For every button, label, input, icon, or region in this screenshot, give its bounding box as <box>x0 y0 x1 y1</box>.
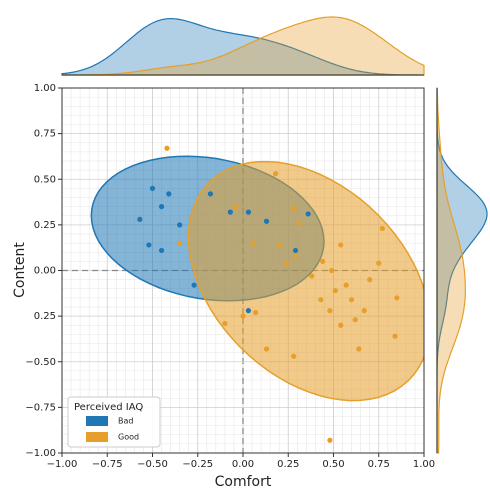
point <box>227 209 233 215</box>
point <box>305 211 311 217</box>
point <box>338 322 344 328</box>
point <box>245 308 252 314</box>
y-tick-label: −0.50 <box>25 357 56 368</box>
point <box>272 171 279 177</box>
legend-label: Good <box>118 433 139 442</box>
point <box>338 242 344 248</box>
point <box>327 437 333 443</box>
point <box>164 145 170 151</box>
ellipses <box>90 155 424 402</box>
point <box>292 253 299 259</box>
point <box>177 222 183 228</box>
point <box>146 242 152 248</box>
point <box>320 258 326 264</box>
x-tick-label: 0.25 <box>277 459 299 470</box>
x-tick-label: −0.25 <box>182 459 213 470</box>
point <box>222 320 228 327</box>
point <box>343 282 349 288</box>
plot-frame <box>61 87 425 454</box>
y-tick-label: 0.25 <box>34 220 56 231</box>
point <box>349 297 355 303</box>
x-tick-label: 0.75 <box>368 459 390 470</box>
y-tick-label: 0.00 <box>34 266 56 277</box>
point <box>318 297 324 303</box>
point <box>149 185 156 191</box>
point <box>352 317 358 323</box>
point <box>327 308 333 314</box>
legend-swatch <box>86 432 108 442</box>
point <box>276 242 282 248</box>
point <box>292 247 299 254</box>
x-axis-title: Comfort <box>215 474 272 490</box>
point <box>392 333 398 339</box>
x-tick-label: −0.50 <box>137 459 168 470</box>
point <box>329 267 335 274</box>
point <box>251 240 257 246</box>
legend-title: Perceived IAQ <box>74 402 143 413</box>
y-tick-label: −1.00 <box>25 448 56 459</box>
point <box>245 209 252 215</box>
point <box>177 240 183 246</box>
point <box>291 205 297 212</box>
marginal-kde-x <box>62 16 425 76</box>
point <box>376 260 382 266</box>
point <box>158 204 165 210</box>
x-tick-label: 0.50 <box>322 459 344 470</box>
point <box>296 220 302 226</box>
point <box>166 191 172 197</box>
point <box>379 225 385 232</box>
point <box>356 346 362 352</box>
point <box>263 346 270 352</box>
point <box>332 287 338 294</box>
point <box>253 309 259 316</box>
point <box>137 216 143 222</box>
point <box>367 277 373 283</box>
x-tick-label: −0.75 <box>92 459 123 470</box>
point <box>207 191 214 197</box>
x-tick-label: 1.00 <box>413 459 435 470</box>
y-tick-label: 0.75 <box>34 129 56 140</box>
y-axis-title: Content <box>12 242 28 298</box>
point <box>291 353 297 359</box>
point <box>240 313 246 319</box>
x-tick-label: −1.00 <box>47 459 78 470</box>
marginal-kde-y <box>436 87 467 454</box>
point <box>283 260 290 266</box>
point <box>309 273 315 279</box>
legend-swatch <box>86 416 108 426</box>
point <box>191 282 197 288</box>
point <box>233 204 239 210</box>
confidence-ellipse <box>187 160 424 402</box>
y-tick-label: 1.00 <box>34 83 56 94</box>
y-tick-label: −0.75 <box>25 402 56 413</box>
point <box>394 295 400 301</box>
point <box>263 218 270 224</box>
point <box>361 308 367 314</box>
x-tick-label: 0.00 <box>232 459 254 470</box>
legend-label: Bad <box>118 417 133 426</box>
y-tick-label: 0.25 <box>34 311 56 322</box>
point <box>158 247 165 254</box>
y-tick-label: 0.50 <box>34 174 56 185</box>
